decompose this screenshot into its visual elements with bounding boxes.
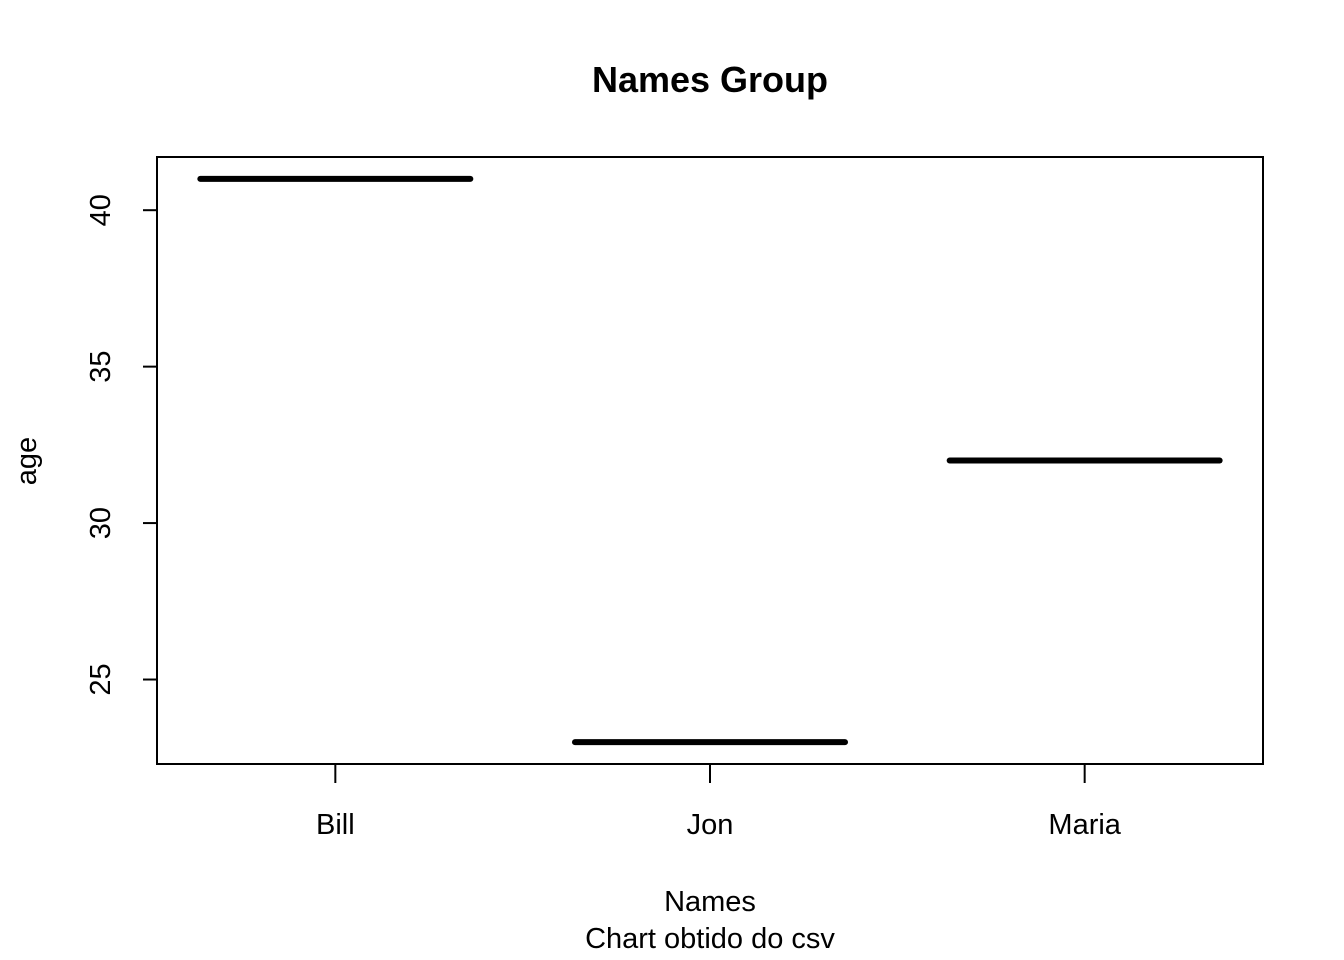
x-tick-label: Jon: [687, 809, 734, 841]
chart-title: Names Group: [592, 59, 828, 100]
y-tick-label: 40: [85, 194, 117, 226]
y-tick-label: 30: [85, 507, 117, 539]
y-tick-label: 35: [85, 351, 117, 383]
x-tick-label: Bill: [316, 809, 355, 841]
y-axis-label: age: [11, 437, 43, 485]
x-axis-label: Names: [664, 886, 756, 918]
y-tick-label: 25: [85, 663, 117, 695]
median-lines: [197, 175, 1223, 746]
x-tick-label: Maria: [1048, 809, 1121, 841]
x-axis: Bill Jon Maria: [316, 764, 1122, 841]
chart-subtitle: Chart obtido do csv: [585, 923, 835, 955]
y-axis: 25 30 35 40: [85, 194, 157, 696]
